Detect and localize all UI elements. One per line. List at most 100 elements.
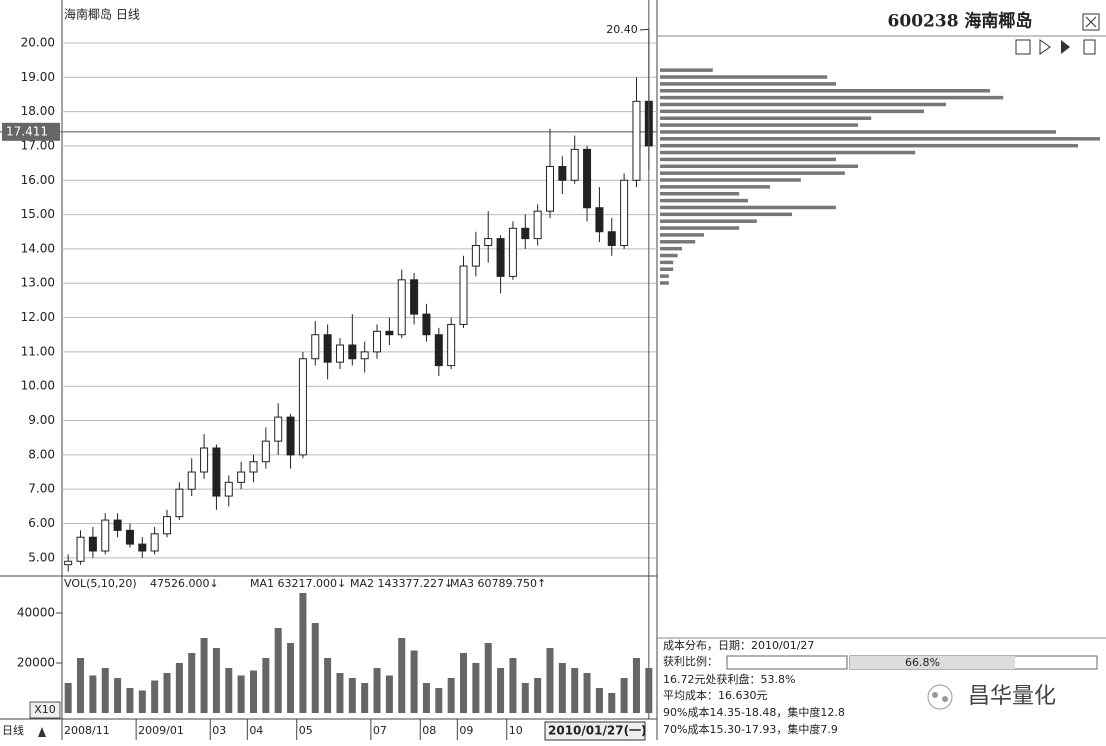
candle-body <box>508 227 517 277</box>
info-line: 90%成本14.35-18.48，集中度12.8 <box>663 705 845 719</box>
y-tick-label: 5.00 <box>28 550 55 564</box>
tool-button[interactable] <box>1061 40 1070 54</box>
cost-bar <box>660 246 682 251</box>
candle-body <box>261 440 270 463</box>
x-tick-label: 08 <box>422 724 436 737</box>
volume-bar <box>583 673 591 713</box>
volume-bar <box>126 688 134 713</box>
volume-bar <box>460 653 468 713</box>
y-tick-label: 13.00 <box>21 276 55 290</box>
volume-bar <box>64 683 72 713</box>
close-button[interactable] <box>1082 13 1100 31</box>
x-tick-label: 05 <box>299 724 313 737</box>
close-icon[interactable] <box>1085 16 1097 28</box>
y-tick-label: 18.00 <box>21 104 55 118</box>
volume-bar <box>101 668 109 713</box>
x-tick-label: 10 <box>509 724 523 737</box>
y-tick-label: 9.00 <box>28 413 55 427</box>
volume-bar <box>324 658 332 713</box>
x-tick-label: 2008/11 <box>64 724 110 737</box>
crosshair-box <box>2 122 60 141</box>
volume-bar <box>521 683 529 713</box>
cost-bar <box>660 253 678 258</box>
candle-body <box>360 351 369 360</box>
volume-bar <box>398 638 406 713</box>
candle-body <box>274 416 283 442</box>
volume-bar <box>348 678 356 713</box>
candle-body <box>533 210 542 240</box>
x-tick-label: 03 <box>212 724 226 737</box>
cost-bar <box>660 82 836 86</box>
volume-bar <box>484 643 492 713</box>
volume-bar <box>447 678 455 713</box>
cursor-date-box <box>544 721 646 741</box>
cost-bar <box>660 212 792 217</box>
period-arrow[interactable] <box>38 727 46 737</box>
cursor-date: 2010/01/27(一) <box>548 724 647 738</box>
x-tick-label: 04 <box>249 724 263 737</box>
volume-bar <box>274 628 282 713</box>
candle-body <box>163 516 172 535</box>
y-tick-label: 16.00 <box>21 173 55 187</box>
volume-bar <box>188 653 196 713</box>
info-line: 平均成本：16.630元 <box>663 688 768 702</box>
watermark-dot <box>932 692 938 698</box>
volume-bar <box>361 683 369 713</box>
volume-bar <box>77 658 85 713</box>
candle-body <box>496 238 505 277</box>
watermark-icon <box>927 684 953 710</box>
tool-button[interactable] <box>1039 39 1051 55</box>
candle-body <box>286 416 295 456</box>
candle-body <box>64 560 73 566</box>
candle-body <box>88 536 97 552</box>
candle-body <box>558 166 567 181</box>
volume-bar <box>571 668 579 713</box>
candle-body <box>595 207 604 233</box>
cost-bar <box>660 116 872 120</box>
watermark-dot <box>942 696 948 702</box>
volume-bar <box>249 670 257 713</box>
scale-label: X10 <box>34 703 56 716</box>
volume-header: MA2 143377.227↓ <box>350 577 453 590</box>
volume-header: 47526.000↓ <box>150 577 219 590</box>
volume-bar <box>212 648 220 713</box>
y-tick-label: 6.00 <box>28 516 55 530</box>
candle-body <box>459 265 468 325</box>
profit-bar <box>850 656 1015 669</box>
cost-bar <box>660 205 836 210</box>
candle-body <box>545 166 554 212</box>
cost-bar <box>660 137 1100 141</box>
cost-bar <box>660 191 740 196</box>
cost-bar <box>660 102 946 107</box>
candle-body <box>348 344 357 360</box>
candle-body <box>335 344 344 363</box>
cost-bar <box>660 198 748 203</box>
cost-bar <box>660 164 858 169</box>
y-tick-label: 8.00 <box>28 447 55 461</box>
scale-box <box>29 701 61 719</box>
profit-empty <box>726 655 848 670</box>
y-tick-label: 7.00 <box>28 482 55 496</box>
volume-bar <box>163 673 171 713</box>
volume-bar <box>175 663 183 713</box>
volume-bar <box>225 668 233 713</box>
volume-bar <box>534 678 542 713</box>
cost-bar <box>660 123 858 127</box>
y-tick-label: 40000 <box>17 606 55 620</box>
y-tick-label: 12.00 <box>21 310 55 324</box>
max-arrow <box>639 28 649 31</box>
cost-bar <box>660 89 990 93</box>
tool-button[interactable] <box>1015 39 1031 55</box>
watermark: 昌华量化 <box>968 684 1056 709</box>
candle-body <box>484 238 493 246</box>
candle-body <box>125 529 134 545</box>
tool-button[interactable] <box>1083 39 1096 55</box>
cost-bar <box>660 274 669 278</box>
profit-ratio: 66.8% <box>905 656 940 669</box>
y-tick-label: 15.00 <box>21 207 55 221</box>
toolbar[interactable] <box>1015 39 1096 55</box>
cost-bar <box>660 68 713 72</box>
stock-title: 600238 海南椰岛 <box>888 11 1033 32</box>
volume-bar <box>472 663 480 713</box>
candle-body <box>138 543 147 552</box>
